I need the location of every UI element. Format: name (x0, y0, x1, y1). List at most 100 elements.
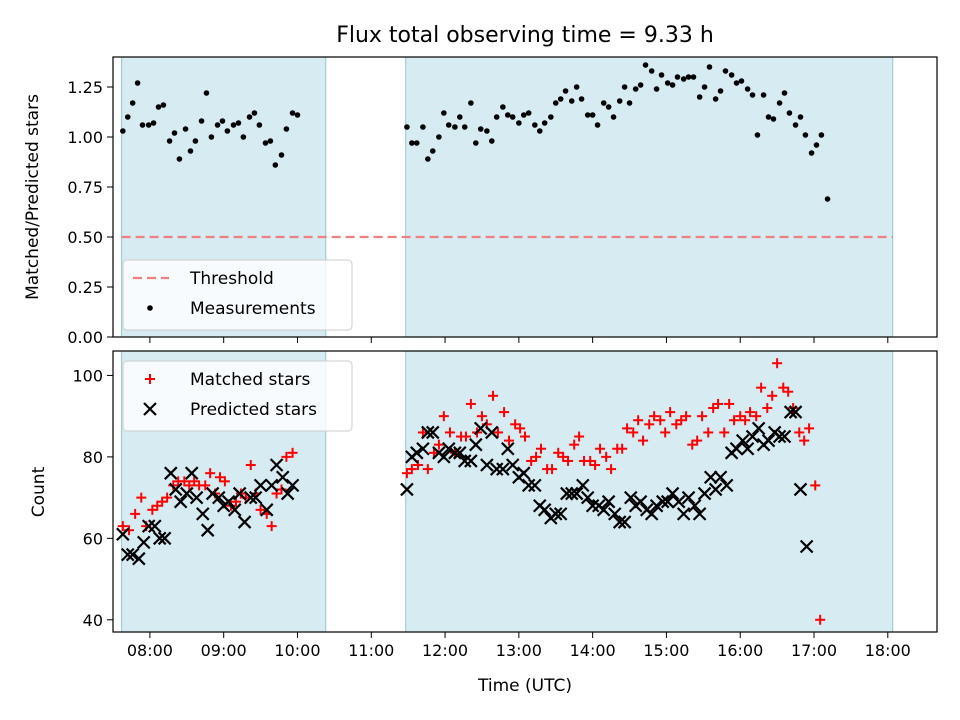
predicted-point (464, 454, 478, 468)
predicted-point (692, 507, 707, 521)
y-tick-label: 80 (83, 448, 103, 467)
measurement-point (648, 68, 655, 74)
predicted-point (665, 486, 680, 501)
predicted-point-b (421, 425, 435, 440)
matched-point (660, 427, 671, 438)
predicted-point (125, 547, 140, 562)
predicted-point-b (280, 486, 295, 501)
measurement-point (278, 152, 285, 158)
measurement-point (120, 128, 126, 134)
matched-point (460, 431, 471, 442)
predicted-point-b (205, 486, 220, 501)
x-tick-label: 11:00 (348, 641, 394, 660)
predicted-point (164, 466, 178, 480)
measurement-point (749, 92, 756, 98)
predicted-point (601, 494, 616, 509)
matched-point (200, 480, 211, 491)
predicted-point (136, 535, 151, 550)
y-tick-label: 1.00 (67, 128, 103, 147)
measurement-point (500, 104, 506, 110)
x-tick-label: 09:00 (201, 641, 247, 660)
legend-label: Predicted stars (190, 400, 317, 420)
predicted-point (644, 507, 659, 521)
measurement-point (182, 126, 189, 132)
matched-point (655, 415, 666, 426)
predicted-point-b (783, 405, 798, 419)
matched-point (515, 423, 526, 434)
bottom-xlabel: Time (UTC) (477, 676, 572, 696)
predicted-point (740, 441, 755, 456)
predicted-point-b (560, 486, 574, 501)
predicted-point (729, 441, 744, 456)
measurement-point (525, 110, 532, 116)
measurement-point (552, 100, 559, 106)
predicted-point-b (799, 539, 814, 554)
matched-point (406, 464, 417, 475)
predicted-point-b (173, 494, 188, 509)
predicted-point (697, 486, 712, 501)
x-tick-label: 15:00 (643, 641, 689, 660)
legend: Matched stars Predicted stars (122, 360, 353, 432)
predicted-point (148, 519, 162, 533)
measurement-point (717, 88, 724, 94)
matched-point (574, 431, 585, 442)
predicted-point-b (719, 478, 734, 493)
measurement-point (722, 68, 729, 74)
measurement-point (637, 82, 644, 88)
x-tick-label: 13:00 (496, 641, 542, 660)
x-tick-label: 14:00 (570, 641, 616, 660)
predicted-point-b (505, 458, 520, 472)
measurement-point (541, 120, 548, 126)
predicted-point (189, 490, 204, 505)
measurement-point (536, 128, 543, 134)
matched-point (287, 447, 298, 458)
legend-label: Threshold (189, 269, 274, 289)
measurement-point (294, 112, 301, 118)
measurement-point (792, 122, 799, 128)
predicted-point (152, 531, 167, 546)
measurement-point (685, 74, 692, 80)
predicted-point (221, 494, 236, 509)
matched-point (520, 431, 530, 442)
predicted-point (537, 503, 552, 517)
measurement-point (818, 132, 825, 138)
matched-point (751, 411, 762, 422)
predicted-point-b (528, 478, 542, 493)
matched-point (729, 415, 740, 426)
measurement-point (674, 74, 681, 80)
x-tick-label: 12:00 (422, 641, 468, 660)
measurement-point (468, 100, 474, 106)
predicted-point (243, 490, 258, 505)
legend-predicted-icon (143, 402, 157, 416)
measurement-point (272, 162, 279, 168)
predicted-point (253, 478, 268, 493)
predicted-point (687, 498, 702, 513)
predicted-point-b (125, 547, 140, 562)
predicted-point-b (564, 486, 579, 501)
measurement-point (797, 114, 804, 120)
predicted-point (269, 458, 284, 472)
measurement-point (166, 138, 173, 144)
measurement-point (488, 138, 495, 144)
predicted-point-b (141, 519, 156, 533)
predicted-point (264, 478, 279, 493)
predicted-point (799, 539, 814, 554)
predicted-point (719, 478, 734, 493)
predicted-point (409, 446, 424, 460)
measurement-point (760, 92, 767, 98)
matched-point (606, 464, 617, 475)
measurement-point (808, 150, 815, 156)
predicted-point-b (196, 507, 210, 521)
predicted-point-b (400, 482, 414, 497)
matched-point (499, 407, 510, 418)
predicted-point-b (243, 490, 258, 505)
measurement-point (160, 102, 167, 108)
predicted-point (237, 515, 252, 529)
predicted-point (200, 523, 215, 537)
predicted-point (793, 482, 808, 497)
measurement-point (224, 128, 231, 134)
predicted-point (788, 405, 803, 419)
legend-label: Measurements (190, 299, 316, 319)
matched-point (590, 460, 601, 471)
measurement-point (824, 196, 831, 202)
